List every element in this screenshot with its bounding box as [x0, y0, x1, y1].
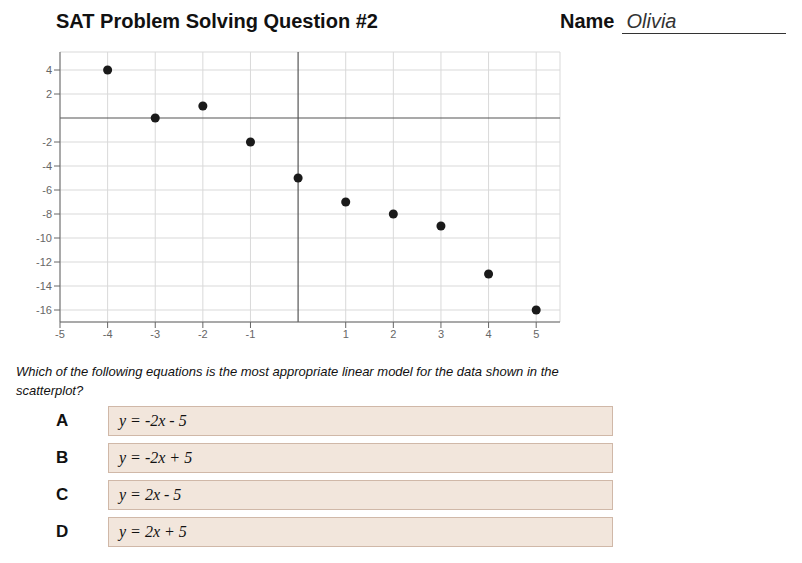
- svg-text:-2: -2: [198, 328, 208, 340]
- svg-text:-12: -12: [36, 256, 52, 268]
- svg-text:-3: -3: [150, 328, 160, 340]
- svg-text:3: 3: [438, 328, 444, 340]
- svg-text:-6: -6: [42, 184, 52, 196]
- html-text:A: A: [56, 411, 69, 430]
- svg-text:-1: -1: [246, 328, 256, 340]
- svg-text:-2: -2: [42, 136, 52, 148]
- svg-text:-14: -14: [36, 280, 52, 292]
- svg-text:-8: -8: [42, 208, 52, 220]
- svg-text:-10: -10: [36, 232, 52, 244]
- html-text:y = -2x - 5: y = -2x - 5: [119, 412, 187, 429]
- svg-text:-4: -4: [42, 160, 52, 172]
- svg-text:-4: -4: [103, 328, 113, 340]
- svg-text:2: 2: [390, 328, 396, 340]
- svg-text:-16: -16: [36, 304, 52, 316]
- svg-text:5: 5: [533, 328, 539, 340]
- html-text:y = -2x + 5: y = -2x + 5: [119, 449, 193, 466]
- html-text:scatterplot?: scatterplot?: [16, 383, 84, 398]
- html-text:y = 2x - 5: y = 2x - 5: [119, 486, 182, 503]
- svg-text:4: 4: [46, 64, 52, 76]
- html-text:C: C: [56, 485, 69, 504]
- html-text:Which of the following equatio: Which of the following equations is the …: [16, 364, 559, 379]
- html-text:D: D: [56, 522, 69, 541]
- svg-text:-5: -5: [55, 328, 65, 340]
- svg-text:2: 2: [46, 88, 52, 100]
- html-text:Name: Name: [560, 10, 615, 32]
- svg-text:4: 4: [486, 328, 492, 340]
- svg-text:1: 1: [343, 328, 349, 340]
- html-text:SAT Problem Solving Question #: SAT Problem Solving Question #2: [56, 10, 378, 32]
- html-text:y = 2x + 5: y = 2x + 5: [119, 523, 187, 540]
- html-text:Olivia: Olivia: [626, 10, 677, 32]
- html-text:B: B: [56, 448, 69, 467]
